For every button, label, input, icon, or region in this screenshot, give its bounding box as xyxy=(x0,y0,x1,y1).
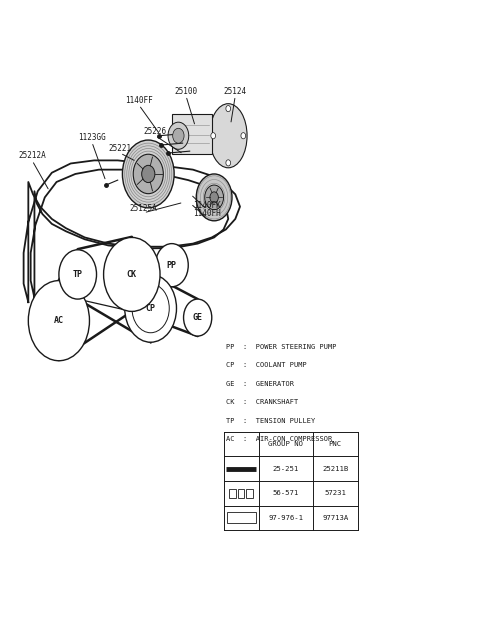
Text: 1123GG: 1123GG xyxy=(78,133,106,142)
Bar xyxy=(229,489,236,498)
Circle shape xyxy=(59,250,96,299)
Circle shape xyxy=(132,284,169,333)
Text: 1140FK: 1140FK xyxy=(193,201,221,209)
Text: PP: PP xyxy=(167,260,177,270)
Circle shape xyxy=(205,185,224,209)
Bar xyxy=(172,114,212,154)
Circle shape xyxy=(226,160,230,166)
Text: 25211B: 25211B xyxy=(322,465,348,472)
Text: 25125A: 25125A xyxy=(130,204,157,213)
Text: 1140FH: 1140FH xyxy=(193,209,221,218)
Circle shape xyxy=(133,154,163,194)
Circle shape xyxy=(142,165,155,182)
Text: 56-571: 56-571 xyxy=(273,490,299,496)
Circle shape xyxy=(226,106,230,112)
Text: PP  :  POWER STEERING PUMP: PP : POWER STEERING PUMP xyxy=(226,343,336,350)
Circle shape xyxy=(125,274,177,342)
Circle shape xyxy=(183,299,212,336)
Circle shape xyxy=(168,122,189,149)
Text: 25100: 25100 xyxy=(174,87,197,96)
Text: 25-251: 25-251 xyxy=(273,465,299,472)
Text: 25212A: 25212A xyxy=(18,152,46,160)
Text: 25221: 25221 xyxy=(108,144,132,153)
Circle shape xyxy=(156,243,188,287)
Text: GE: GE xyxy=(192,313,203,322)
Ellipse shape xyxy=(209,104,247,168)
Text: 25226: 25226 xyxy=(144,126,167,136)
Bar xyxy=(246,489,253,498)
Text: 1140FF: 1140FF xyxy=(125,96,153,105)
Circle shape xyxy=(122,140,174,208)
Circle shape xyxy=(241,133,246,139)
Text: TP: TP xyxy=(72,270,83,279)
Text: CP: CP xyxy=(145,304,156,313)
Text: TP  :  TENSION PULLEY: TP : TENSION PULLEY xyxy=(226,418,315,423)
Text: AC  :  AIR-CON COMPRESSOR: AC : AIR-CON COMPRESSOR xyxy=(226,436,332,442)
Text: GROUP NO: GROUP NO xyxy=(268,441,303,447)
Circle shape xyxy=(210,192,218,203)
Text: 97713A: 97713A xyxy=(322,515,348,521)
Circle shape xyxy=(104,237,160,311)
Text: CK  :  CRANKSHAFT: CK : CRANKSHAFT xyxy=(226,399,298,405)
Circle shape xyxy=(196,174,232,221)
Bar xyxy=(238,489,244,498)
Text: PNC: PNC xyxy=(329,441,342,447)
Text: AC: AC xyxy=(54,316,64,325)
Circle shape xyxy=(28,281,89,360)
Circle shape xyxy=(211,133,216,139)
Text: 25124: 25124 xyxy=(224,87,247,96)
Text: CP  :  COOLANT PUMP: CP : COOLANT PUMP xyxy=(226,362,307,368)
Text: CK: CK xyxy=(127,270,137,279)
Text: 57231: 57231 xyxy=(324,490,346,496)
Bar xyxy=(227,513,255,523)
Text: GE  :  GENERATOR: GE : GENERATOR xyxy=(226,381,294,387)
Text: 97-976-1: 97-976-1 xyxy=(268,515,303,521)
Circle shape xyxy=(173,128,184,143)
